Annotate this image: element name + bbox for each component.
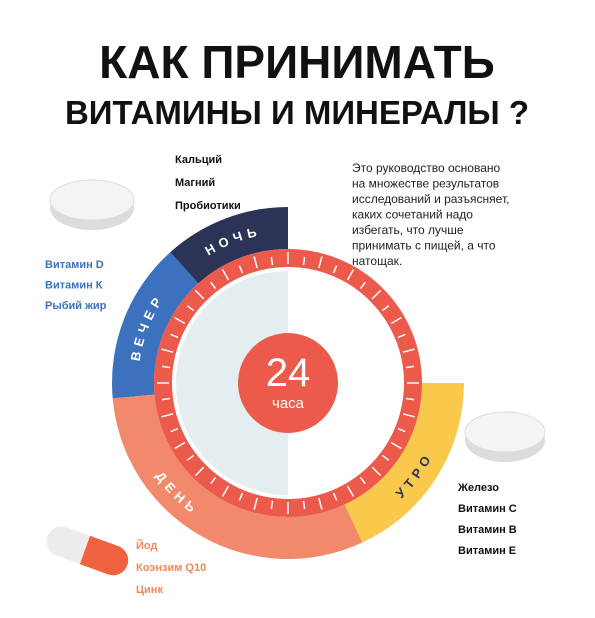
tick xyxy=(161,413,174,418)
clock: 24 часа НОЧЬ ВЕЧЕР ДЕНЬ УТРО xyxy=(112,207,465,560)
title-line: КАК ПРИНИМАТЬ xyxy=(99,36,495,88)
item: Кальций xyxy=(175,154,222,166)
tick xyxy=(194,289,205,300)
item: Пробиотики xyxy=(175,200,241,212)
tick xyxy=(238,492,244,501)
tick xyxy=(302,500,306,510)
description-line: Это руководство основано xyxy=(352,161,501,175)
description-line: исследований и разъясняет, xyxy=(352,192,509,206)
tick xyxy=(346,485,355,497)
night-segment xyxy=(170,207,288,284)
description-line: принимать с пищей, а что xyxy=(352,239,496,253)
tick xyxy=(210,281,217,290)
evening-segment xyxy=(112,252,199,399)
lists: Кальций Магний Пробиотики Витамин D Витамин … xyxy=(45,154,517,596)
item: Магний xyxy=(175,177,215,189)
item: Цинк xyxy=(136,584,163,596)
center-circle xyxy=(238,333,338,433)
pill-top-left xyxy=(49,179,135,230)
item: Витамин К xyxy=(45,280,103,292)
description-line: натощак. xyxy=(352,254,402,268)
item: Йод xyxy=(136,539,157,552)
center-unit: часа xyxy=(272,395,305,412)
tick xyxy=(161,348,174,353)
tick xyxy=(170,333,179,339)
description-line: на множестве результатов xyxy=(352,177,499,191)
tick xyxy=(174,316,186,325)
description-line: каких сочетаний надо xyxy=(352,208,473,222)
tick xyxy=(186,454,195,461)
tick xyxy=(359,476,366,485)
title-line: ВИТАМИНЫ И МИНЕРАЛЫ ? xyxy=(65,94,529,131)
item: Витамин Е xyxy=(458,545,516,557)
pill-right xyxy=(464,411,546,462)
item: Коэнзим Q10 xyxy=(136,562,206,574)
tick xyxy=(359,281,366,290)
tick xyxy=(270,256,274,266)
inner-white xyxy=(288,271,400,495)
tick xyxy=(397,333,406,339)
ticks xyxy=(157,252,419,514)
tick xyxy=(253,497,258,510)
tick xyxy=(397,427,406,433)
tick xyxy=(174,441,186,450)
item: Витамин В xyxy=(458,524,517,536)
tick xyxy=(402,348,415,353)
tick xyxy=(270,500,274,510)
tick xyxy=(346,269,355,281)
tick xyxy=(238,265,244,274)
tick xyxy=(161,365,171,369)
tick xyxy=(381,305,390,312)
capsule xyxy=(46,526,129,576)
tick xyxy=(390,441,402,450)
center-number: 24 xyxy=(266,351,311,395)
tick xyxy=(371,466,382,477)
tick xyxy=(221,269,230,281)
tick xyxy=(402,413,415,418)
morning-segment xyxy=(344,383,465,543)
tick xyxy=(318,497,323,510)
tick xyxy=(210,476,217,485)
tick xyxy=(221,485,230,497)
tick xyxy=(161,397,171,401)
tick xyxy=(186,305,195,312)
tick xyxy=(381,454,390,461)
tick xyxy=(405,397,415,401)
tick xyxy=(194,466,205,477)
tick xyxy=(302,256,306,266)
day-segment xyxy=(112,394,363,560)
tick xyxy=(318,256,323,269)
item: Железо xyxy=(457,482,499,494)
description-line: избегать, что лучше xyxy=(352,223,464,237)
tick xyxy=(405,365,415,369)
tick xyxy=(332,492,338,501)
tick xyxy=(371,289,382,300)
description: Это руководство основано на множестве рез… xyxy=(352,161,509,268)
tick xyxy=(253,256,258,269)
tick xyxy=(170,427,179,433)
tick xyxy=(332,265,338,274)
tick xyxy=(390,316,402,325)
item: Витамин С xyxy=(458,503,517,515)
item: Витамин D xyxy=(45,259,104,271)
item: Рыбий жир xyxy=(45,300,107,312)
